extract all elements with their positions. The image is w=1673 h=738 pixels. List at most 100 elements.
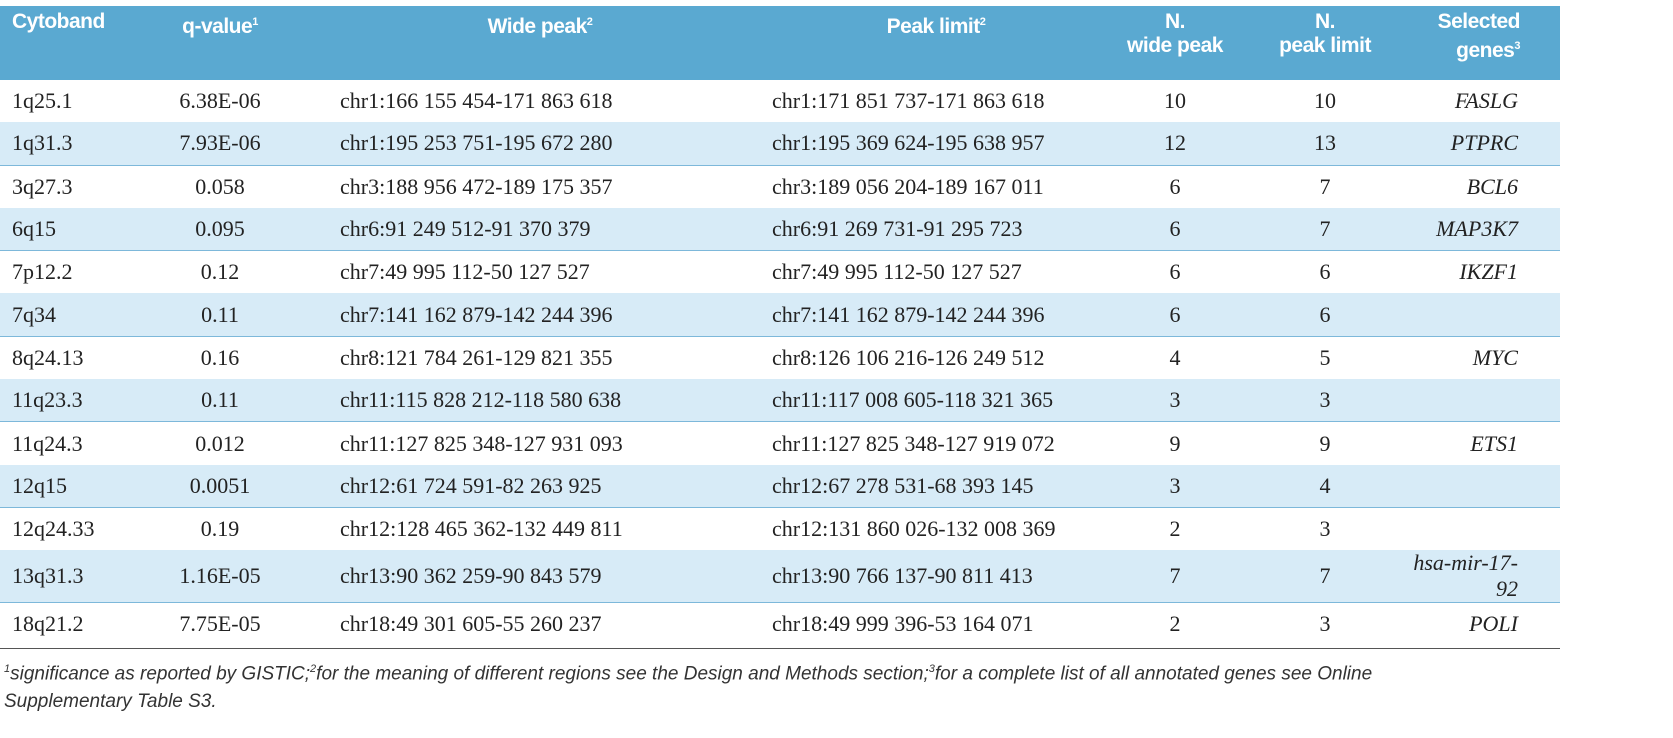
table-row: 11q24.3 0.012 chr11:127 825 348-127 931 09… (0, 421, 1560, 465)
table-cell: 2 (1100, 506, 1250, 551)
table-cell: chr12:128 465 362-132 449 811 (290, 506, 740, 551)
header-text: Wide peak (487, 15, 588, 38)
table-cell: 7p12.2 (0, 250, 150, 294)
table-row: 8q24.13 0.16 chr8:121 784 261-129 821 355 c… (0, 335, 1560, 380)
table-cell: 7 (1250, 207, 1400, 251)
table-cell: chr11:127 825 348-127 931 093 (290, 421, 740, 465)
table-cell: 10 (1164, 88, 1186, 114)
table-cell: 7 (1100, 550, 1250, 603)
header-cell: N. wide peak (1100, 6, 1250, 80)
table-cell: 3 (1100, 379, 1250, 422)
table-cell: FASLG (1454, 88, 1518, 114)
table-cell: 11q23.3 (0, 379, 150, 422)
table-cell: 7 (1250, 164, 1400, 208)
table-cell: POLI (1400, 602, 1560, 646)
table-cell: MYC (1400, 335, 1560, 380)
table-cell: 6.38E-06 (179, 88, 261, 114)
table-wrap: Cytoband q-value1 Wide peak2 Peak limit2 N. w… (0, 6, 1560, 716)
table-cell: 4 (1100, 335, 1250, 380)
table-cell: chr7:141 162 879-142 244 396 (740, 293, 1100, 337)
table-cell: chr1:195 253 751-195 672 280 (290, 122, 740, 166)
header-cell: Selected genes3 (1400, 6, 1560, 80)
footnote-text: for the meaning of different regions see… (316, 662, 929, 684)
table-cell: 0.095 (150, 207, 290, 251)
table-cell: 3q27.3 (0, 164, 150, 208)
header-cell: N. peak limit (1250, 6, 1400, 80)
table-cell: 0.012 (150, 421, 290, 465)
table-cell: chr13:90 766 137-90 811 413 (740, 550, 1100, 603)
table-cell: 4 (1250, 464, 1400, 508)
table-cell: 0.19 (150, 506, 290, 551)
header-text: q-value (182, 15, 253, 38)
header-cell: q-value1 (150, 6, 290, 80)
table-cell: chr1:171 851 737-171 863 618 (772, 88, 1045, 114)
rule (0, 647, 1560, 649)
table-cell: PTPRC (1400, 122, 1560, 166)
table-cell: chr3:189 056 204-189 167 011 (740, 164, 1100, 208)
footnote-mark: 2 (310, 662, 317, 675)
table-cell: 3 (1250, 379, 1400, 422)
table-cell: 6 (1250, 250, 1400, 294)
table-cell: 6q15 (0, 207, 150, 251)
footnote-text: for a complete list of all annotated gen… (4, 662, 1373, 712)
table-cell: chr7:49 995 112-50 127 527 (740, 250, 1100, 294)
header-text: Peak limit (886, 15, 981, 38)
table-row: 11q23.3 0.11 chr11:115 828 212-118 580 638… (0, 379, 1560, 422)
table-cell: 0.0051 (150, 464, 290, 508)
table-cell: 7q34 (0, 293, 150, 337)
footnote-mark: 2 (979, 16, 986, 28)
table-cell: chr12:131 860 026-132 008 369 (740, 506, 1100, 551)
header-text: wide peak (1127, 34, 1223, 57)
table-row: 12q24.33 0.19 chr12:128 465 362-132 449 81… (0, 506, 1560, 551)
table-cell: 7 (1250, 550, 1400, 603)
table-cell: 7.75E-05 (150, 602, 290, 646)
table-body: 1q25.1 6.38E-06 chr1:166 155 454-171 863 6… (0, 80, 1560, 646)
table-row: 7p12.2 0.12 chr7:49 995 112-50 127 527 chr7… (0, 250, 1560, 294)
table-cell: chr7:49 995 112-50 127 527 (290, 250, 740, 294)
table-cell: 9 (1250, 421, 1400, 465)
table-cell: 0.11 (150, 379, 290, 422)
header-text: Cytoband (12, 10, 105, 33)
table-cell: chr11:127 825 348-127 919 072 (740, 421, 1100, 465)
table-row: 18q21.2 7.75E-05 chr18:49 301 605-55 260 2… (0, 602, 1560, 646)
table-cell: 3 (1250, 506, 1400, 551)
table-cell: 2 (1100, 602, 1250, 646)
table-cell: 9 (1100, 421, 1250, 465)
table-cell: 12 (1100, 122, 1250, 166)
footnote-mark: 1 (4, 662, 11, 675)
header-cell: Cytoband (0, 6, 150, 80)
table-row: 13q31.3 1.16E-05 chr13:90 362 259-90 843 5… (0, 550, 1560, 603)
footnotes: 1significance as reported by GISTIC;2for… (0, 649, 1484, 716)
header-cell: Peak limit2 (740, 6, 1100, 80)
table-cell: 3 (1100, 464, 1250, 508)
footnote-mark: 2 (586, 16, 593, 28)
table-cell: chr12:61 724 591-82 263 925 (290, 464, 740, 508)
table-cell: 0.058 (150, 164, 290, 208)
table-cell: 0.12 (150, 250, 290, 294)
table-cell (1400, 506, 1560, 551)
footnote-text: significance as reported by GISTIC; (10, 662, 311, 684)
table-cell (1400, 293, 1560, 337)
table-cell: ETS1 (1400, 421, 1560, 465)
table-cell: 5 (1250, 335, 1400, 380)
table-row: 1q31.3 7.93E-06 chr1:195 253 751-195 672 2… (0, 122, 1560, 166)
footnote-mark: 3 (928, 662, 935, 675)
header-text: peak limit (1279, 34, 1371, 57)
table-cell: 0.11 (150, 293, 290, 337)
table-row: 6q15 0.095 chr6:91 249 512-91 370 379 chr6:… (0, 207, 1560, 251)
table-row: 12q15 0.0051 chr12:61 724 591-82 263 925 ch… (0, 464, 1560, 508)
header-text: N. (1315, 10, 1336, 33)
table-cell: 1q31.3 (0, 122, 150, 166)
table-cell: 18q21.2 (0, 602, 150, 646)
table-cell: 12q15 (0, 464, 150, 508)
table-cell: 6 (1100, 164, 1250, 208)
footnote-mark: 1 (252, 16, 258, 28)
header-text: N. (1165, 10, 1186, 33)
table-cell: 1q25.1 (12, 88, 73, 114)
table-cell: chr18:49 999 396-53 164 071 (740, 602, 1100, 646)
table-cell: 7.93E-06 (150, 122, 290, 166)
table-cell: 6 (1100, 207, 1250, 251)
table-cell: chr13:90 362 259-90 843 579 (290, 550, 740, 603)
table-row: 7q34 0.11 chr7:141 162 879-142 244 396 chr7… (0, 293, 1560, 337)
table-cell: 3 (1250, 602, 1400, 646)
